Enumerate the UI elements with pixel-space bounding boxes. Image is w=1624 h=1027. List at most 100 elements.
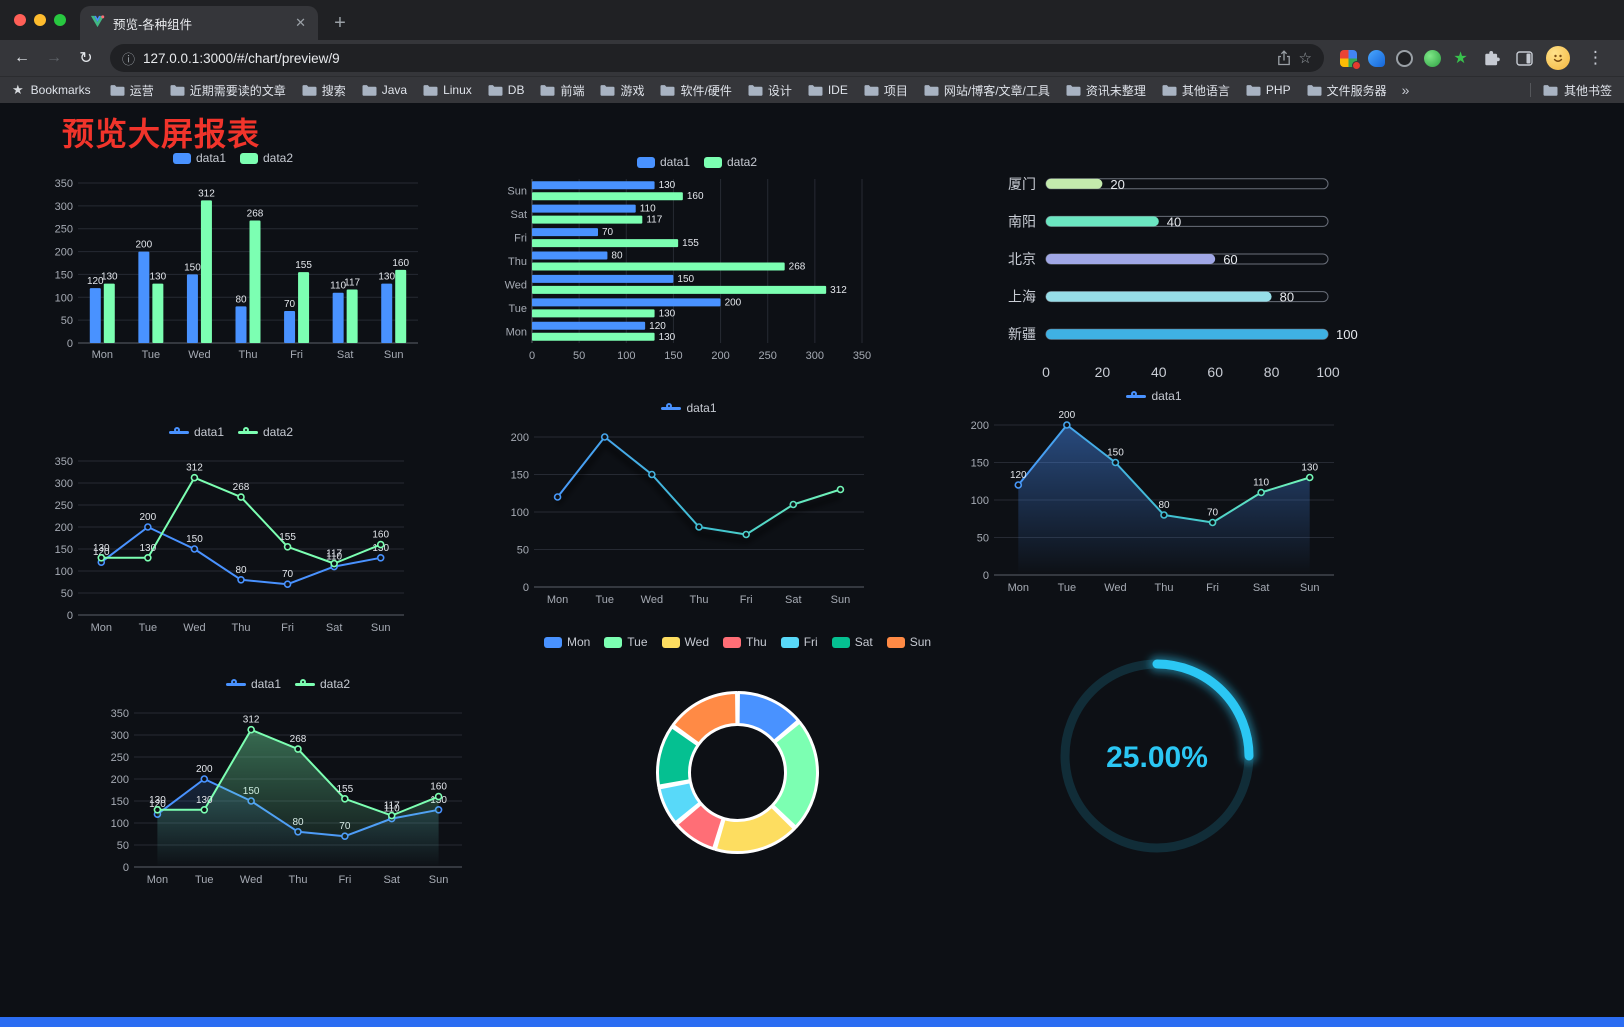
svg-text:155: 155 bbox=[337, 784, 354, 795]
extensions-puzzle-icon[interactable] bbox=[1480, 47, 1502, 69]
new-tab-button[interactable]: + bbox=[334, 11, 346, 34]
legend-item[interactable]: Sun bbox=[886, 635, 931, 649]
svg-text:200: 200 bbox=[511, 432, 529, 444]
address-bar[interactable]: ⓘ 127.0.0.1:3000/#/chart/preview/9 ☆ bbox=[110, 44, 1324, 72]
legend-item[interactable]: Wed bbox=[661, 635, 709, 649]
close-window-icon[interactable] bbox=[14, 14, 26, 26]
legend-label: data2 bbox=[263, 151, 294, 165]
svg-text:Mon: Mon bbox=[506, 326, 527, 338]
svg-text:60: 60 bbox=[1207, 364, 1223, 380]
legend-line-icon bbox=[1126, 390, 1147, 402]
svg-text:50: 50 bbox=[977, 533, 989, 545]
legend-item[interactable]: data1 bbox=[661, 401, 717, 415]
bookmark-folder[interactable]: Java bbox=[355, 81, 414, 99]
svg-text:250: 250 bbox=[55, 500, 73, 512]
bookmark-folder[interactable]: 项目 bbox=[857, 80, 915, 101]
minimize-window-icon[interactable] bbox=[34, 14, 46, 26]
chart-legend: data1 data2 bbox=[42, 147, 424, 169]
svg-text:0: 0 bbox=[529, 350, 535, 362]
svg-text:110: 110 bbox=[640, 204, 656, 215]
legend-swatch-icon bbox=[723, 636, 741, 648]
bookmark-folder[interactable]: 其他语言 bbox=[1155, 80, 1237, 101]
chart-legend: data1 bbox=[958, 385, 1350, 407]
svg-text:200: 200 bbox=[725, 297, 742, 308]
bookmark-folder[interactable]: 资讯未整理 bbox=[1059, 80, 1153, 101]
bookmark-folder[interactable]: 前端 bbox=[533, 80, 591, 101]
bookmark-folder[interactable]: 运营 bbox=[103, 80, 161, 101]
tab-close-icon[interactable]: ✕ bbox=[295, 15, 306, 30]
bookmarks-label[interactable]: Bookmarks bbox=[30, 83, 91, 97]
bookmark-folder[interactable]: Linux bbox=[416, 81, 479, 99]
bar-chart: data1 data2 0 50 100 150 200 250 300 350 Mon Tue Wed… bbox=[42, 147, 424, 365]
svg-text:120: 120 bbox=[87, 276, 104, 287]
bookmark-folder[interactable]: 游戏 bbox=[593, 80, 651, 101]
svg-text:0: 0 bbox=[123, 862, 129, 874]
legend-item[interactable]: Tue bbox=[604, 635, 648, 649]
legend-item[interactable]: data2 bbox=[240, 151, 293, 165]
svg-text:厦门: 厦门 bbox=[1008, 176, 1036, 192]
legend-item[interactable]: data2 bbox=[295, 677, 350, 691]
extension-icon-dark[interactable] bbox=[1396, 49, 1413, 67]
bookmark-folder[interactable]: 搜索 bbox=[295, 80, 353, 101]
legend-item[interactable]: Fri bbox=[780, 635, 818, 649]
legend-item[interactable]: data1 bbox=[636, 155, 690, 169]
tab-title: 预览-各种组件 bbox=[113, 17, 193, 32]
extension-icon-star[interactable]: ★ bbox=[1453, 49, 1468, 67]
forward-button[interactable]: → bbox=[46, 49, 62, 66]
other-bookmarks[interactable]: 其他书签 bbox=[1543, 82, 1612, 99]
side-panel-icon[interactable] bbox=[1513, 47, 1535, 69]
other-bookmarks-label: 其他书签 bbox=[1563, 83, 1612, 98]
bookmark-folder[interactable]: 文件服务器 bbox=[1300, 80, 1394, 101]
bookmark-folder[interactable]: DB bbox=[481, 81, 532, 99]
legend-item[interactable]: data2 bbox=[238, 425, 293, 439]
folder-icon bbox=[362, 84, 377, 96]
svg-text:350: 350 bbox=[111, 708, 129, 720]
profile-avatar[interactable] bbox=[1546, 46, 1570, 70]
browser-tab[interactable]: 预览-各种组件 ✕ bbox=[80, 6, 318, 40]
bookmark-folder[interactable]: PHP bbox=[1239, 81, 1298, 99]
bookmark-folder[interactable]: 软件/硬件 bbox=[653, 80, 738, 101]
chart-legend: data1 data2 bbox=[98, 673, 478, 695]
svg-text:40: 40 bbox=[1167, 214, 1181, 229]
legend-item[interactable]: Mon bbox=[543, 635, 590, 649]
legend-line-icon bbox=[661, 402, 682, 414]
svg-text:130: 130 bbox=[659, 180, 676, 191]
svg-text:120: 120 bbox=[1010, 470, 1027, 481]
legend-item[interactable]: Thu bbox=[723, 635, 767, 649]
svg-text:80: 80 bbox=[1158, 500, 1170, 511]
extension-icon-blue[interactable] bbox=[1368, 49, 1385, 67]
folder-icon bbox=[110, 84, 125, 96]
legend-item[interactable]: Sat bbox=[831, 635, 873, 649]
bookmark-folder[interactable]: 近期需要读的文章 bbox=[163, 80, 293, 101]
svg-text:120: 120 bbox=[93, 547, 110, 558]
legend-label: data1 bbox=[250, 677, 281, 691]
bookmark-folder[interactable]: 设计 bbox=[741, 80, 799, 101]
bookmarks-overflow-icon[interactable]: » bbox=[1401, 82, 1410, 98]
extension-icon-green[interactable] bbox=[1424, 49, 1441, 67]
legend-label: Thu bbox=[746, 635, 767, 649]
svg-text:100: 100 bbox=[111, 818, 129, 830]
browser-menu-icon[interactable]: ⋮ bbox=[1587, 48, 1604, 67]
maximize-window-icon[interactable] bbox=[54, 14, 66, 26]
legend-item[interactable]: data1 bbox=[1126, 389, 1182, 403]
legend-item[interactable]: data1 bbox=[172, 151, 226, 165]
bookmark-folder[interactable]: 网站/博客/文章/工具 bbox=[917, 80, 1057, 101]
bookmarks-list: 运营 近期需要读的文章 搜索 Java Linux DB 前端 游戏 软件/硬件 设计 IDE 项目 网… bbox=[103, 80, 1394, 101]
site-info-icon[interactable]: ⓘ bbox=[122, 51, 136, 67]
extension-icon-grid[interactable] bbox=[1340, 49, 1361, 70]
folder-icon bbox=[924, 84, 939, 96]
legend-item[interactable]: data1 bbox=[168, 425, 224, 439]
legend-item[interactable]: data1 bbox=[225, 677, 281, 691]
svg-text:南阳: 南阳 bbox=[1008, 213, 1036, 229]
bookmark-folder[interactable]: IDE bbox=[801, 81, 855, 99]
share-icon[interactable] bbox=[1277, 50, 1291, 66]
legend-label: Sat bbox=[854, 635, 873, 649]
reload-button[interactable]: ↻ bbox=[79, 50, 93, 67]
bookmark-star-icon[interactable]: ☆ bbox=[1298, 50, 1312, 67]
folder-icon bbox=[540, 84, 555, 96]
back-button[interactable]: ← bbox=[14, 49, 30, 66]
folder-icon-right bbox=[1543, 84, 1558, 96]
bookmarks-star-icon[interactable]: ★ bbox=[12, 82, 24, 97]
bookmark-label: Java bbox=[381, 83, 408, 97]
legend-item[interactable]: data2 bbox=[704, 155, 757, 169]
